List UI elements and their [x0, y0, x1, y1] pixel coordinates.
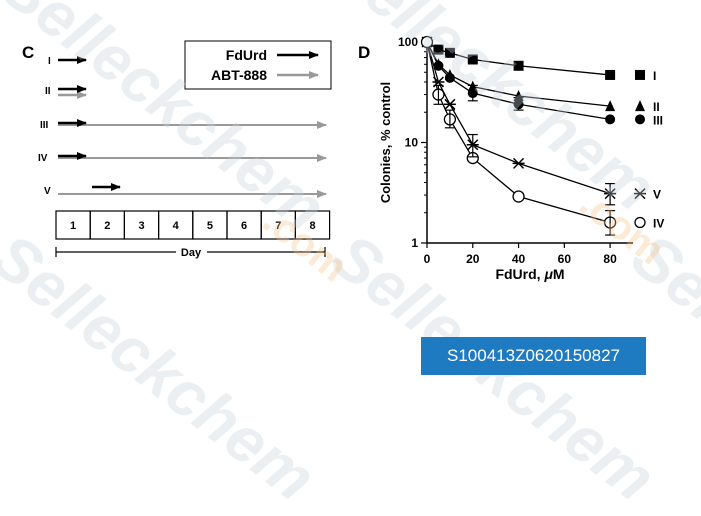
legend-label: FdUrd: [226, 47, 267, 63]
x-tick-label: 60: [558, 252, 572, 266]
data-point-square: [467, 54, 478, 65]
y-axis-label: Colonies, % control: [378, 82, 393, 203]
x-tick-label: 20: [466, 252, 480, 266]
day-box: [294, 210, 331, 240]
series-line: [426, 41, 611, 195]
day-number: 2: [104, 220, 110, 232]
dose-response-chart: D 0 20 40 60 80 1 10 100 FdUrd, μM Colonies, % con…: [358, 35, 664, 282]
series-label: II: [653, 100, 660, 114]
x-tick-label: 0: [424, 252, 431, 266]
y-tick-label: 1: [411, 236, 418, 250]
data-point-triangle: [635, 100, 645, 112]
day-number: 5: [207, 220, 213, 232]
panel-label-c: C: [22, 43, 34, 62]
series-label: V: [653, 188, 661, 202]
data-point-open-circle: [634, 216, 646, 229]
schedule-label: V: [44, 186, 51, 197]
series-III: III: [422, 37, 663, 127]
series-II: II: [422, 36, 660, 114]
series-V: V: [421, 36, 661, 202]
series-label: I: [653, 69, 656, 83]
day-number: 1: [70, 220, 76, 232]
day-number: 4: [173, 220, 180, 232]
data-point-x: [634, 188, 646, 200]
y-tick-label: 100: [398, 35, 418, 49]
panel-label-d: D: [358, 43, 370, 62]
x-tick-label: 80: [603, 252, 617, 266]
legend-label: ABT-888: [211, 67, 267, 83]
y-tick-label: 10: [405, 136, 419, 150]
x-axis-label-unit: μ: [543, 266, 553, 282]
x-tick-label: 40: [512, 252, 526, 266]
data-point-circle: [605, 114, 616, 125]
day-number: 8: [309, 220, 315, 232]
data-point-square: [433, 44, 444, 55]
day-number: 3: [138, 220, 144, 232]
series-I: I: [422, 37, 656, 83]
data-point-x: [512, 157, 525, 169]
data-point-circle: [444, 72, 455, 83]
schedule-label: I: [48, 56, 51, 67]
x-axis-label: FdUrd, μM: [495, 266, 564, 282]
day-number: 6: [241, 220, 247, 232]
data-point-open-circle: [420, 35, 434, 49]
data-point-circle: [635, 114, 645, 125]
data-point-square: [444, 47, 455, 58]
schedule-label: III: [40, 120, 49, 131]
data-point-open-circle: [512, 190, 525, 203]
image-code-badge: S100413Z0620150827: [421, 337, 646, 375]
day-axis-label: Day: [181, 247, 202, 259]
series-label: IV: [653, 216, 664, 230]
data-point-circle: [433, 60, 444, 71]
schedule-label: IV: [38, 153, 48, 164]
schedule-label: II: [45, 86, 51, 97]
series-IV: IV: [420, 35, 664, 230]
series-label: III: [653, 113, 663, 127]
legend-box: [184, 40, 332, 90]
data-point-square: [635, 69, 645, 80]
data-point-triangle: [513, 90, 524, 102]
data-point-triangle: [605, 100, 616, 112]
data-point-x: [443, 98, 456, 110]
data-point-square: [605, 69, 616, 80]
data-point-square: [513, 60, 524, 71]
day-number: 7: [275, 220, 281, 232]
